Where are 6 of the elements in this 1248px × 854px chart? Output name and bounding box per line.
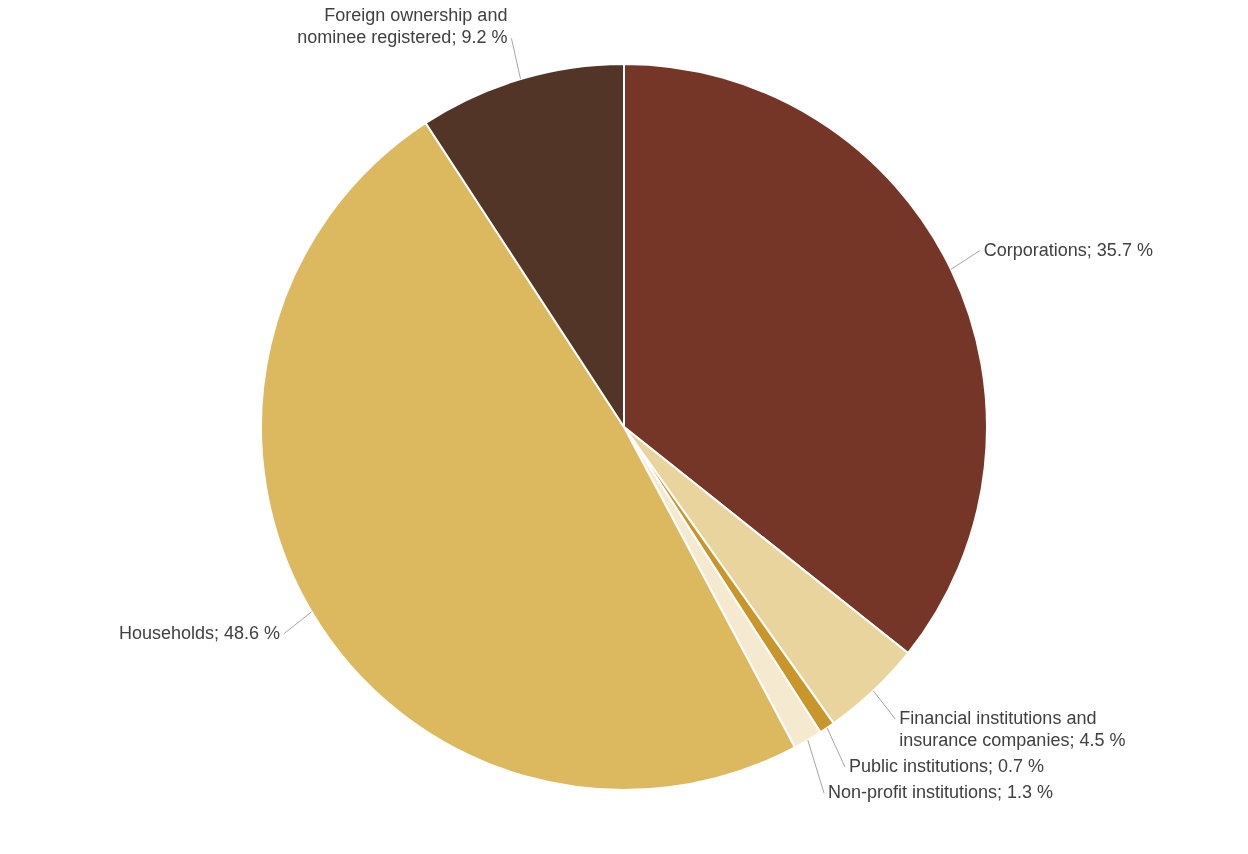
slice-label: Corporations; 35.7 % [983,239,1153,260]
slice-label: Non-profit institutions; 1.3 % [828,782,1054,803]
slice-label: Households; 48.6 % [118,622,281,643]
slice-label: Public institutions; 0.7 % [849,756,1045,777]
slice-label: Financial institutions and insurance companies; 4.5 % [899,708,1126,751]
slice-label: Foreign ownership and nominee registered; 9.2 % [297,5,508,48]
